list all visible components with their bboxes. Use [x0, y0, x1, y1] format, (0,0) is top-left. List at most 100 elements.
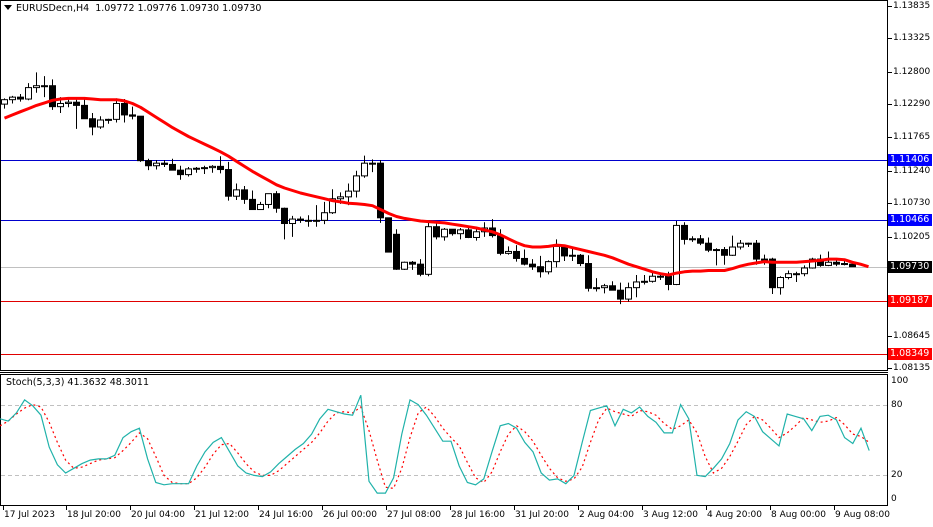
candle-bull[interactable] [1, 99, 8, 105]
candle-bull[interactable] [457, 229, 464, 235]
candle-bull[interactable] [737, 242, 744, 248]
candle-bull[interactable] [473, 231, 480, 238]
candle-bear[interactable] [273, 193, 280, 209]
candle-bear[interactable] [73, 101, 80, 106]
candle-bull[interactable] [401, 261, 408, 270]
candle-bull[interactable] [193, 167, 200, 170]
candle-bear[interactable] [521, 257, 528, 265]
candle-bear[interactable] [225, 169, 232, 197]
candle-bull[interactable] [601, 285, 608, 289]
candle-bull[interactable] [345, 190, 352, 198]
candle-bear[interactable] [17, 96, 24, 100]
candle-bull[interactable] [801, 267, 808, 275]
candle-bull[interactable] [809, 258, 816, 269]
candle-bear[interactable] [281, 207, 288, 225]
candle-bear[interactable] [609, 285, 616, 291]
candle-bear[interactable] [137, 115, 144, 162]
candle-bear[interactable] [297, 218, 304, 221]
candle-bull[interactable] [593, 287, 600, 290]
candle-bull[interactable] [729, 246, 736, 256]
candle-bear[interactable] [369, 162, 376, 165]
candle-bear[interactable] [665, 275, 672, 285]
candle-bear[interactable] [121, 102, 128, 116]
candle-bull[interactable] [553, 245, 560, 263]
candle-bull[interactable] [185, 168, 192, 176]
candle-bear[interactable] [377, 162, 384, 219]
candle-bull[interactable] [353, 175, 360, 192]
price-tag-support[interactable]: 1.08349 [888, 348, 932, 361]
candle-bear[interactable] [705, 242, 712, 251]
candle-bull[interactable] [25, 87, 32, 100]
candle-bull[interactable] [569, 254, 576, 257]
candle-bear[interactable] [249, 198, 256, 211]
candle-bull[interactable] [233, 189, 240, 197]
candle-bear[interactable] [497, 235, 504, 254]
candle-bear[interactable] [529, 263, 536, 268]
candle-bear[interactable] [305, 219, 312, 222]
candle-bull[interactable] [321, 212, 328, 221]
candle-bull[interactable] [545, 261, 552, 273]
candle-bull[interactable] [265, 193, 272, 205]
candle-bull[interactable] [657, 275, 664, 278]
candle-bull[interactable] [689, 238, 696, 241]
candle-bull[interactable] [633, 281, 640, 289]
candle-bear[interactable] [129, 114, 136, 117]
candle-bull[interactable] [625, 287, 632, 300]
price-tag-resistance[interactable]: 1.10466 [888, 213, 932, 226]
candle-bear[interactable] [417, 263, 424, 275]
candle-bull[interactable] [329, 198, 336, 214]
candle-bull[interactable] [441, 228, 448, 238]
candle-bear[interactable] [681, 224, 688, 240]
triangle-down-icon[interactable] [4, 5, 12, 10]
candle-bear[interactable] [385, 217, 392, 253]
candle-bull[interactable] [505, 250, 512, 254]
candle-bear[interactable] [537, 266, 544, 273]
candle-bull[interactable] [785, 273, 792, 279]
candle-bear[interactable] [89, 118, 96, 128]
price-tag-bid[interactable]: 1.09730 [888, 260, 932, 273]
candle-bull[interactable] [33, 85, 40, 89]
candle-bull[interactable] [425, 226, 432, 275]
candle-bear[interactable] [721, 249, 728, 256]
candle-bull[interactable] [65, 101, 72, 104]
candle-bear[interactable] [753, 242, 760, 260]
candle-bear[interactable] [833, 261, 840, 265]
candle-bear[interactable] [49, 85, 56, 108]
candle-bull[interactable] [57, 102, 64, 108]
candle-bull[interactable] [649, 275, 656, 282]
candle-bull[interactable] [97, 119, 104, 128]
candle-bull[interactable] [825, 261, 832, 266]
candle-bull[interactable] [105, 118, 112, 121]
candle-bull[interactable] [9, 96, 16, 101]
candle-bear[interactable] [393, 233, 400, 270]
candle-bull[interactable] [201, 167, 208, 170]
price-tag-resistance[interactable]: 1.11406 [888, 154, 932, 167]
candle-bull[interactable] [841, 263, 848, 266]
candle-bull[interactable] [673, 224, 680, 285]
candle-bear[interactable] [513, 250, 520, 259]
candle-bull[interactable] [313, 219, 320, 222]
candle-bull[interactable] [761, 258, 768, 261]
candle-bear[interactable] [449, 228, 456, 235]
candle-bear[interactable] [697, 238, 704, 244]
candle-bear[interactable] [145, 160, 152, 167]
candle-bull[interactable] [257, 203, 264, 211]
candle-bear[interactable] [161, 162, 168, 165]
candle-bear[interactable] [849, 263, 856, 268]
candle-bull[interactable] [745, 242, 752, 245]
candle-bear[interactable] [433, 226, 440, 238]
candle-bear[interactable] [409, 261, 416, 265]
candle-bull[interactable] [153, 162, 160, 167]
candle-bull[interactable] [713, 249, 720, 252]
candle-bull[interactable] [793, 273, 800, 276]
candle-bear[interactable] [561, 245, 568, 257]
candle-bear[interactable] [465, 229, 472, 238]
candle-bull[interactable] [641, 280, 648, 283]
candle-bear[interactable] [241, 189, 248, 200]
candle-bear[interactable] [769, 258, 776, 289]
candle-bear[interactable] [217, 165, 224, 171]
candle-bear[interactable] [577, 254, 584, 265]
candle-bear[interactable] [81, 104, 88, 120]
candle-bull[interactable] [777, 277, 784, 289]
